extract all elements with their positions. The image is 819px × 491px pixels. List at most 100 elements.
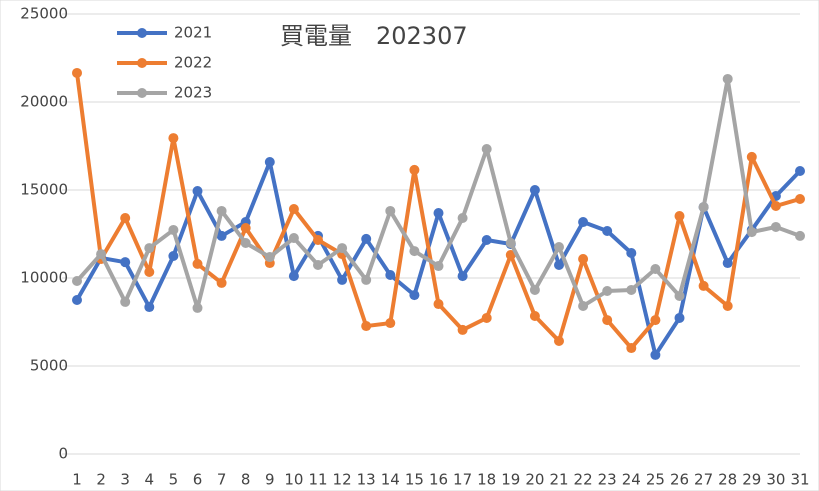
data-point <box>457 271 468 282</box>
x-tick-label: 18 <box>477 471 496 489</box>
data-point <box>240 237 251 248</box>
data-point <box>674 290 685 301</box>
data-point <box>361 233 372 244</box>
data-point <box>409 164 420 175</box>
data-point <box>192 258 203 269</box>
data-point <box>385 270 396 281</box>
x-tick-label: 13 <box>357 471 376 489</box>
x-tick-label: 20 <box>525 471 544 489</box>
x-tick-label: 5 <box>169 471 179 489</box>
x-tick-label: 6 <box>193 471 203 489</box>
data-point <box>626 284 637 295</box>
x-tick-label: 16 <box>429 471 448 489</box>
data-point <box>529 311 540 322</box>
data-point <box>120 212 131 223</box>
x-tick-label: 3 <box>120 471 130 489</box>
data-point <box>409 246 420 257</box>
data-point <box>578 217 589 228</box>
x-tick-label: 11 <box>308 471 327 489</box>
chart-title: 買電量 202307 <box>280 22 468 50</box>
data-point <box>385 205 396 216</box>
x-tick-label: 10 <box>284 471 303 489</box>
data-point <box>698 280 709 291</box>
legend-label: 2022 <box>174 54 212 72</box>
data-point <box>168 133 179 144</box>
data-point <box>602 286 613 297</box>
data-point <box>650 264 661 275</box>
data-point <box>433 208 444 219</box>
x-tick-label: 17 <box>453 471 472 489</box>
data-point <box>457 212 468 223</box>
data-point <box>626 248 637 259</box>
data-point <box>313 234 323 245</box>
data-point <box>457 324 468 335</box>
data-point <box>481 234 492 245</box>
data-point <box>120 296 131 307</box>
data-point <box>554 336 564 347</box>
data-point <box>385 318 396 329</box>
x-tick-label: 22 <box>574 471 593 489</box>
y-tick-label: 5000 <box>30 357 68 375</box>
data-point <box>529 284 540 295</box>
x-tick-label: 9 <box>265 471 275 489</box>
data-point <box>650 315 661 326</box>
data-point <box>674 312 685 323</box>
data-point <box>216 205 227 216</box>
x-tick-label: 27 <box>694 471 713 489</box>
x-tick-label: 7 <box>217 471 227 489</box>
data-point <box>337 243 348 254</box>
data-point <box>409 290 420 301</box>
legend-marker <box>137 58 147 68</box>
data-point <box>216 230 227 241</box>
x-tick-label: 28 <box>718 471 737 489</box>
data-point <box>722 258 733 269</box>
data-point <box>192 302 203 313</box>
data-point <box>264 157 275 168</box>
data-point <box>433 261 444 272</box>
data-point <box>578 253 589 264</box>
data-point <box>795 230 805 241</box>
x-tick-label: 21 <box>549 471 568 489</box>
data-point <box>795 165 805 176</box>
data-point <box>433 299 444 310</box>
x-tick-label: 19 <box>501 471 520 489</box>
legend-marker <box>137 28 147 38</box>
y-tick-label: 25000 <box>20 5 68 23</box>
x-tick-label: 26 <box>670 471 689 489</box>
legend-marker <box>137 88 147 98</box>
y-tick-label: 15000 <box>20 181 68 199</box>
data-point <box>120 257 131 268</box>
data-point <box>554 259 564 270</box>
data-point <box>192 186 203 197</box>
data-point <box>96 249 107 260</box>
data-point <box>795 193 805 204</box>
data-point <box>602 226 613 237</box>
data-point <box>72 275 82 286</box>
data-point <box>361 274 372 285</box>
x-tick-label: 4 <box>145 471 155 489</box>
data-point <box>626 343 637 354</box>
y-tick-label: 0 <box>58 445 68 463</box>
data-point <box>481 312 492 323</box>
data-point <box>144 243 155 254</box>
x-tick-label: 15 <box>405 471 424 489</box>
data-point <box>288 204 299 215</box>
data-point <box>168 224 179 235</box>
data-point <box>722 73 733 84</box>
x-tick-label: 29 <box>742 471 761 489</box>
data-point <box>770 201 781 212</box>
x-tick-label: 8 <box>241 471 251 489</box>
data-point <box>313 259 323 270</box>
x-tick-label: 23 <box>598 471 617 489</box>
legend-label: 2023 <box>174 84 212 102</box>
y-tick-label: 10000 <box>20 269 68 287</box>
x-tick-label: 1 <box>72 471 82 489</box>
data-point <box>529 185 540 195</box>
data-point <box>144 267 155 278</box>
data-point <box>288 233 299 244</box>
x-tick-label: 30 <box>766 471 785 489</box>
y-tick-label: 20000 <box>20 93 68 111</box>
data-point <box>240 223 251 234</box>
x-tick-label: 12 <box>333 471 352 489</box>
